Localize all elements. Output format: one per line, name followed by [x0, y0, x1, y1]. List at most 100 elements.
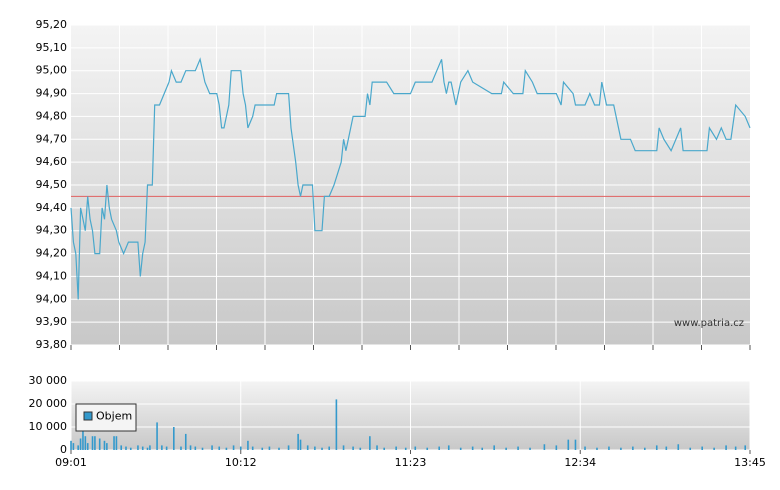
volume-bar — [655, 445, 658, 450]
y-tick-label: 95,00 — [36, 64, 68, 77]
volume-bar — [321, 447, 323, 450]
volume-bar — [218, 446, 221, 450]
volume-bar — [146, 447, 149, 450]
volume-bar — [689, 447, 692, 450]
volume-bar — [328, 446, 331, 450]
volume-bar — [359, 447, 362, 450]
volume-bar — [129, 447, 132, 450]
volume-bar — [481, 447, 484, 450]
volume-bar — [677, 444, 680, 450]
legend-label: Objem — [96, 410, 132, 423]
volume-bar — [77, 445, 79, 450]
price-line — [70, 57, 751, 300]
volume-bar — [287, 445, 290, 450]
volume-bar — [471, 446, 474, 450]
volume-bar — [725, 445, 727, 450]
volume-bar — [201, 447, 204, 450]
volume-bar — [137, 445, 139, 450]
volume-bar — [247, 440, 249, 450]
x-tick-label: 10:12 — [225, 456, 257, 469]
y-tick-label: 94,10 — [36, 269, 68, 282]
y-tick-label: 30 000 — [29, 374, 68, 387]
volume-bar — [632, 446, 634, 450]
volume-bar — [376, 445, 378, 450]
volume-bar — [106, 443, 108, 450]
volume-bar — [84, 436, 87, 450]
volume-bar — [644, 447, 646, 450]
volume-bar — [91, 436, 94, 450]
volume-bar — [352, 446, 354, 450]
volume-bar — [620, 447, 622, 450]
y-tick-label: 94,90 — [36, 87, 68, 100]
volume-bar — [113, 436, 115, 450]
volume-bar — [447, 445, 450, 450]
volume-bar — [505, 447, 507, 450]
volume-bar — [103, 440, 106, 450]
volume-bar — [72, 443, 75, 450]
y-tick-label: 95,10 — [36, 41, 68, 54]
volume-bar — [299, 439, 302, 450]
volume-bar — [211, 445, 213, 450]
volume-bar — [120, 445, 123, 450]
volume-bar — [342, 445, 345, 450]
volume-bar — [161, 445, 163, 450]
x-tick-label: 11:23 — [395, 456, 427, 469]
y-tick-label: 93,80 — [36, 338, 68, 351]
volume-bar — [414, 446, 417, 450]
volume-bar — [335, 399, 338, 450]
volume-bar — [734, 446, 737, 450]
volume-bar — [251, 446, 254, 450]
x-tick-label: 12:34 — [564, 456, 596, 469]
volume-bar — [165, 446, 168, 450]
y-tick-label: 94,50 — [36, 178, 68, 191]
volume-bar — [404, 447, 407, 450]
volume-bar — [194, 446, 197, 450]
volume-bar — [426, 447, 429, 450]
y-tick-label: 0 — [60, 443, 67, 456]
volume-bar — [459, 447, 462, 450]
volume-bar — [184, 433, 187, 450]
volume-bar — [239, 446, 242, 450]
volume-bar — [517, 446, 519, 450]
volume-bar — [555, 445, 558, 450]
volume-bar — [94, 436, 96, 450]
volume-bar — [141, 446, 144, 450]
legend-swatch — [83, 411, 93, 421]
volume-bar — [314, 446, 316, 450]
x-tick-label: 09:01 — [55, 456, 87, 469]
volume-bar — [596, 447, 598, 450]
volume-bar — [574, 439, 577, 450]
volume-bar — [232, 445, 235, 450]
volume-bar — [82, 420, 84, 450]
volume-bar — [608, 446, 610, 450]
y-tick-label: 94,80 — [36, 109, 68, 122]
volume-bar — [278, 447, 280, 450]
volume-bar — [665, 446, 668, 450]
volume-bar — [79, 438, 82, 450]
volume-bar — [180, 446, 182, 450]
volume-bar — [115, 436, 118, 450]
volume-bar — [125, 446, 127, 450]
volume-bar — [701, 446, 703, 450]
x-tick-label: 13:45 — [734, 456, 766, 469]
volume-bar — [493, 445, 495, 450]
volume-bar — [713, 447, 715, 450]
volume-bar — [261, 447, 264, 450]
volume-bar — [189, 445, 192, 450]
volume-bar — [369, 436, 371, 450]
y-tick-label: 93,90 — [36, 315, 68, 328]
y-tick-label: 94,20 — [36, 247, 68, 260]
volume-bar — [149, 445, 151, 450]
volume-bar — [156, 422, 158, 450]
volume-bar — [297, 433, 299, 450]
y-tick-label: 95,20 — [36, 18, 68, 31]
volume-bar — [86, 443, 89, 450]
volume-bar — [225, 447, 228, 450]
volume-bar — [306, 445, 309, 450]
volume-bar — [383, 447, 386, 450]
volume-bar — [438, 446, 440, 450]
y-tick-label: 94,60 — [36, 155, 68, 168]
volume-bar — [529, 447, 531, 450]
volume-bar — [584, 446, 586, 450]
